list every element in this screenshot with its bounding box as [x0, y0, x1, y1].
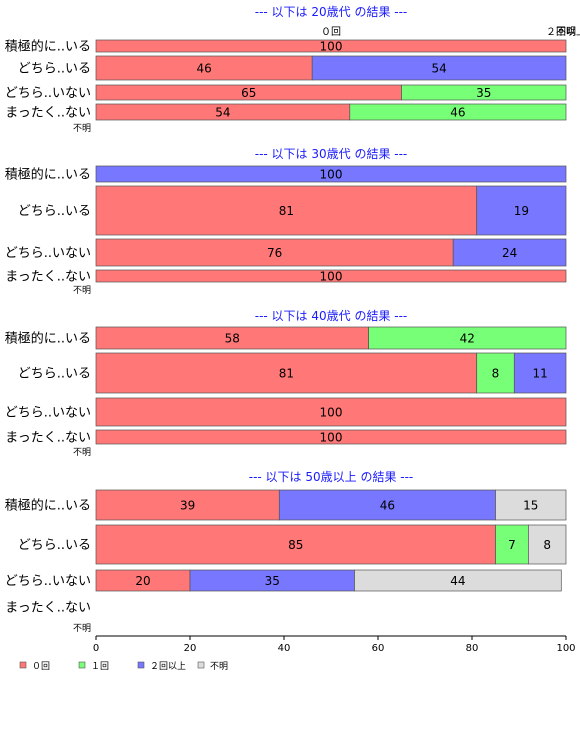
bar-value-label: 20 [135, 574, 150, 588]
bar-value-label: 19 [514, 204, 529, 218]
bar-value-label: 65 [241, 86, 256, 100]
bar-value-label: 81 [279, 204, 294, 218]
x-tick-label: 0 [93, 643, 99, 654]
x-tick-label: 60 [372, 643, 385, 654]
bar-segment [95, 524, 496, 565]
top-label-zero: ０回 [321, 26, 341, 38]
bar-segment [476, 352, 515, 394]
x-tick-label: 20 [184, 643, 197, 654]
bar-value-label: 76 [267, 246, 282, 260]
bar-segment [95, 269, 567, 283]
bar-segment [528, 524, 567, 565]
bar-segment [495, 489, 567, 521]
bar-segment [95, 165, 567, 183]
bar-value-label: 44 [450, 574, 465, 588]
legend-label: 不明 [210, 661, 228, 672]
bar-value-label: 8 [543, 538, 551, 552]
row-label: 積極的に..いる [5, 498, 91, 514]
row-label: まったく..ない [5, 106, 91, 121]
bar-value-label: 42 [460, 332, 475, 346]
row-label: 積極的に..いる [5, 39, 91, 55]
unknown-row-label: 不明 [73, 123, 91, 134]
x-tick-label: 100 [556, 643, 575, 654]
bar-value-label: 100 [320, 431, 343, 445]
panel-title: --- 以下は 30歳代 の結果 --- [255, 147, 408, 161]
bar-value-label: 58 [225, 332, 240, 346]
panel-title: --- 以下は 50歳以上 の結果 --- [249, 470, 414, 484]
bar-segment [95, 489, 280, 521]
bar-value-label: 24 [502, 246, 517, 260]
bar-value-label: 100 [320, 40, 343, 54]
bar-segment [452, 238, 567, 267]
bar-value-label: 100 [320, 168, 343, 182]
bar-segment [311, 55, 567, 81]
bar-value-label: 54 [215, 106, 230, 120]
bar-value-label: 15 [523, 499, 538, 513]
legend-label: ２回以上 [150, 661, 186, 672]
bar-segment [354, 569, 562, 592]
bar-segment [95, 55, 313, 81]
row-label: どちら..いない [5, 86, 91, 101]
legend-swatch [78, 661, 86, 669]
bar-value-label: 54 [431, 62, 446, 76]
legend-label: ０回 [32, 661, 50, 672]
row-label: どちら..いる [18, 204, 91, 219]
bar-value-label: 35 [476, 86, 491, 100]
bar-segment [495, 524, 529, 565]
bar-value-label: 100 [320, 270, 343, 284]
bar-value-label: 46 [450, 106, 465, 120]
legend-swatch [197, 661, 205, 669]
legend-swatch [19, 661, 27, 669]
bar-segment [95, 238, 454, 267]
row-label: まったく..ない [5, 601, 91, 616]
bar-value-label: 100 [320, 406, 343, 420]
bar-segment [401, 84, 567, 101]
row-label: まったく..ない [5, 270, 91, 285]
bar-segment [95, 352, 478, 394]
bar-value-label: 85 [288, 538, 303, 552]
row-label: 積極的に..いる [5, 167, 91, 183]
row-label: どちら..いる [18, 62, 91, 77]
row-label: どちら..いる [18, 367, 91, 382]
row-label: どちら..いない [5, 246, 91, 261]
bar-value-label: 46 [196, 62, 211, 76]
row-label: どちら..いる [18, 538, 91, 553]
row-label: まったく..ない [5, 431, 91, 446]
unknown-row-label: 不明 [73, 623, 91, 634]
legend-label: １回 [91, 661, 109, 672]
unknown-row-label: 不明 [73, 285, 91, 296]
legend-swatch [137, 661, 145, 669]
bar-value-label: 11 [533, 367, 548, 381]
bar-segment [278, 489, 496, 521]
x-tick-label: 40 [278, 643, 291, 654]
unknown-row-label: 不明 [73, 447, 91, 458]
row-label: どちら..いない [5, 574, 91, 589]
bar-segment [513, 352, 567, 394]
bar-value-label: 81 [279, 367, 294, 381]
row-label: どちら..いない [5, 406, 91, 421]
x-tick-label: 80 [466, 643, 479, 654]
bar-segment [349, 103, 567, 121]
bar-segment [95, 39, 567, 53]
bar-value-label: 35 [265, 574, 280, 588]
bar-segment [95, 397, 567, 427]
panel-title: --- 以下は 40歳代 の結果 --- [255, 309, 408, 323]
bar-value-label: 7 [508, 538, 516, 552]
bar-segment [95, 185, 478, 236]
top-label-unknown: 不明 [556, 26, 576, 38]
row-label: 積極的に..いる [5, 331, 91, 347]
bar-segment [95, 429, 567, 445]
bar-segment [476, 185, 567, 236]
bar-value-label: 8 [492, 367, 500, 381]
bar-value-label: 39 [180, 499, 195, 513]
bar-segment [368, 326, 567, 350]
bar-value-label: 46 [380, 499, 395, 513]
panel-title: --- 以下は 20歳代 の結果 --- [255, 5, 408, 19]
top-label-twoplus: ２回以上 [546, 26, 580, 38]
